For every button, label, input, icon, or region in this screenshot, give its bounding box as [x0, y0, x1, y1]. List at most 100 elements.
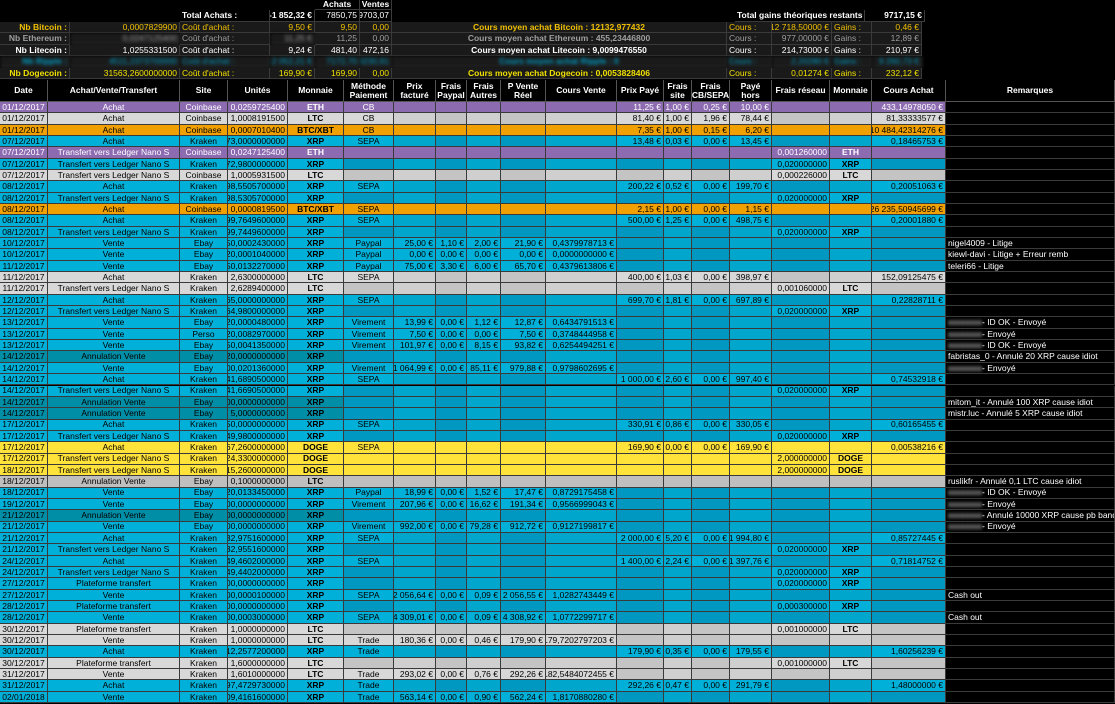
data-cell[interactable]	[617, 600, 664, 613]
data-cell[interactable]: 1,00 €	[664, 113, 692, 125]
data-cell[interactable]: 5,20 €	[664, 532, 692, 545]
data-cell[interactable]: Plateforme transfert	[48, 578, 180, 590]
data-cell[interactable]	[692, 408, 730, 420]
data-cell[interactable]	[501, 453, 546, 465]
data-cell[interactable]: 1,25 €	[664, 215, 692, 227]
nb-label[interactable]: Nb Ripple :	[0, 56, 70, 68]
data-cell[interactable]	[730, 385, 772, 397]
data-cell[interactable]	[830, 646, 872, 658]
data-cell[interactable]: SEPA	[344, 136, 394, 148]
data-cell[interactable]	[436, 215, 467, 227]
data-cell[interactable]: 08/12/2017	[0, 226, 48, 239]
remark-cell[interactable]: xxxxxxxx - Annulé 10000 XRP cause pb ban…	[946, 510, 1115, 522]
data-cell[interactable]	[617, 623, 664, 635]
data-cell[interactable]: Achat	[48, 419, 180, 431]
data-cell[interactable]	[501, 204, 546, 216]
data-cell[interactable]	[394, 464, 436, 477]
data-cell[interactable]: 11/12/2017	[0, 272, 48, 284]
data-cell[interactable]: XRP	[288, 680, 344, 692]
cours-label[interactable]: Cours :	[727, 56, 772, 68]
data-cell[interactable]: Virement	[344, 521, 394, 533]
data-cell[interactable]	[730, 510, 772, 522]
data-cell[interactable]: 0,00 €	[436, 634, 467, 647]
data-cell[interactable]	[394, 476, 436, 488]
data-cell[interactable]	[730, 498, 772, 511]
data-cell[interactable]	[394, 544, 436, 556]
data-cell[interactable]	[692, 521, 730, 533]
data-cell[interactable]: Vente	[48, 612, 180, 624]
remark-cell[interactable]: ruslikfr - Annulé 0,1 LTC cause idiot	[946, 476, 1115, 488]
data-cell[interactable]	[467, 124, 501, 136]
data-cell[interactable]: 398,97 €	[730, 272, 772, 284]
data-cell[interactable]: 1949,4402000000	[228, 566, 288, 579]
data-cell[interactable]: 17/12/2017	[0, 453, 48, 465]
data-cell[interactable]	[617, 612, 664, 624]
data-cell[interactable]: Kraken	[180, 181, 228, 193]
data-cell[interactable]	[772, 113, 830, 125]
data-cell[interactable]	[617, 226, 664, 239]
data-cell[interactable]: Ebay	[180, 340, 228, 352]
data-cell[interactable]	[830, 136, 872, 148]
data-cell[interactable]	[830, 555, 872, 567]
data-cell[interactable]: 0,00 €	[467, 249, 501, 261]
data-cell[interactable]: 1,0000000000	[228, 623, 288, 635]
data-cell[interactable]	[730, 589, 772, 601]
remark-cell[interactable]	[946, 430, 1115, 443]
data-cell[interactable]: Kraken	[180, 555, 228, 567]
data-cell[interactable]	[872, 669, 946, 681]
data-cell[interactable]: Coinbase	[180, 113, 228, 125]
column-header[interactable]: Frais site	[664, 80, 692, 102]
data-cell[interactable]: 0,1000000000	[228, 476, 288, 488]
data-cell[interactable]: 0,4379613806 €	[546, 260, 617, 273]
data-cell[interactable]: Kraken	[180, 600, 228, 613]
data-cell[interactable]	[664, 306, 692, 318]
data-cell[interactable]: 101,97 €	[394, 340, 436, 352]
data-cell[interactable]	[692, 510, 730, 522]
data-cell[interactable]	[436, 476, 467, 488]
data-cell[interactable]: 0,000300000	[772, 600, 830, 613]
data-cell[interactable]: Kraken	[180, 419, 228, 431]
data-cell[interactable]: 11,25 €	[617, 102, 664, 114]
data-cell[interactable]	[501, 215, 546, 227]
data-cell[interactable]: Annulation Vente	[48, 510, 180, 522]
data-cell[interactable]	[664, 589, 692, 601]
data-cell[interactable]: 0,0259725400	[228, 102, 288, 114]
data-cell[interactable]	[501, 419, 546, 431]
data-cell[interactable]: 1000,0201360000	[228, 362, 288, 375]
data-cell[interactable]: 01/12/2017	[0, 124, 48, 136]
remark-cell[interactable]: mitom_it - Annulé 100 XRP cause idiot	[946, 396, 1115, 409]
data-cell[interactable]	[772, 340, 830, 352]
data-cell[interactable]	[617, 510, 664, 522]
data-cell[interactable]: 200,0000000000	[228, 498, 288, 511]
data-cell[interactable]: 0,00 €	[692, 646, 730, 658]
data-cell[interactable]	[830, 249, 872, 261]
data-cell[interactable]	[501, 192, 546, 205]
remark-cell[interactable]	[946, 226, 1115, 239]
data-cell[interactable]: Vente	[48, 238, 180, 250]
data-cell[interactable]: XRP	[288, 600, 344, 613]
data-cell[interactable]: 13,45 €	[730, 136, 772, 148]
data-cell[interactable]: 18/12/2017	[0, 476, 48, 488]
cout-ventes[interactable]: 9230,91	[360, 56, 392, 68]
column-header[interactable]: Prix Payé	[617, 80, 664, 102]
data-cell[interactable]: Transfert vers Ledger Nano S	[48, 170, 180, 182]
data-cell[interactable]: Plateforme transfert	[48, 600, 180, 613]
data-cell[interactable]: 0,00 €	[692, 272, 730, 284]
data-cell[interactable]	[501, 170, 546, 182]
data-cell[interactable]	[436, 181, 467, 193]
data-cell[interactable]	[772, 555, 830, 567]
data-cell[interactable]	[872, 317, 946, 329]
data-cell[interactable]	[730, 170, 772, 182]
data-cell[interactable]	[467, 419, 501, 431]
data-cell[interactable]	[692, 362, 730, 375]
data-cell[interactable]	[664, 578, 692, 590]
data-cell[interactable]	[467, 464, 501, 477]
data-cell[interactable]	[872, 238, 946, 250]
data-cell[interactable]	[664, 283, 692, 295]
cours-value[interactable]: 12 718,50000 €	[772, 22, 832, 34]
data-cell[interactable]: XRP	[288, 691, 344, 703]
data-cell[interactable]: 0,0000819500	[228, 204, 288, 216]
data-cell[interactable]: Ebay	[180, 249, 228, 261]
data-cell[interactable]	[617, 487, 664, 499]
data-cell[interactable]	[546, 351, 617, 363]
